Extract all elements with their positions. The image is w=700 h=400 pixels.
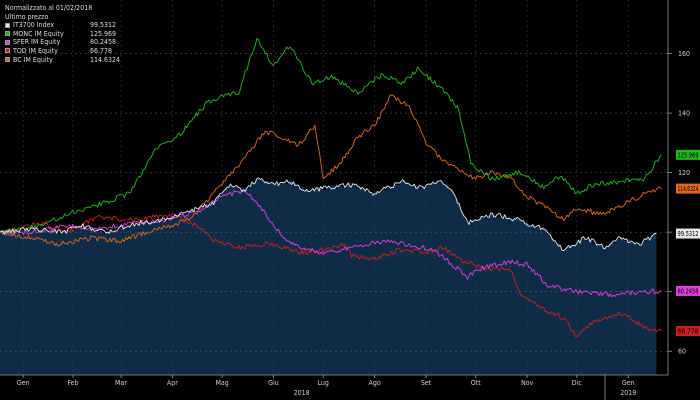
legend-series-value: 99.5312 [90,21,117,30]
legend-series-name: MONC IM Equity [13,29,64,38]
legend-swatch-it3700 [5,22,10,28]
chart-subtitle: Ultimo prezzo [5,12,49,21]
chart-legend: Normalizzato al 01/02/2018 Ultimo prezzo… [4,4,120,65]
value-tag-box [676,228,700,239]
value-tag-box [676,326,700,337]
legend-swatch-bc [5,57,10,63]
x-tick-label: Lug [318,379,329,387]
series-line [0,213,662,338]
series-line [0,177,657,252]
legend-entry-it3700[interactable]: IT3700 Index 99.5312 [4,21,116,30]
last-value-tag: 125.969 [676,149,700,160]
x-tick-label: Gen [17,379,30,387]
legend-series-name: BC IM Equity [13,55,53,64]
legend-entry-bc[interactable]: BC IM Equity 114.6324 [4,55,120,65]
series-lines [0,38,662,338]
legend-series-name: SFER IM Equity [13,38,61,47]
value-tag-label: 125.969 [678,151,699,159]
x-tick-label: Set [421,379,432,387]
value-tag-box [676,149,700,160]
x-tick-label: Ago [369,379,381,387]
x-tick-label: Dic [572,379,583,387]
y-tick-label: 60 [678,348,686,356]
legend-entry-sfer[interactable]: SFER IM Equity 80.2458 [4,38,116,47]
last-value-tags: 99.5312 125.969 80.2458 66.778 114.6324 [676,149,700,337]
legend-series-name: TOD IM Equity [13,46,58,55]
value-tag-label: 99.5312 [678,230,699,238]
legend-swatch-sfer [5,39,10,45]
last-value-tag: 114.6324 [676,183,700,194]
year-label: 2019 [620,389,636,397]
value-tag-box [676,183,700,194]
last-value-tag: 80.2458 [676,285,700,296]
legend-swatch-tod [5,48,10,54]
series-line [0,38,662,234]
legend-series-value: 66.778 [90,46,113,55]
x-tick-label: Feb [67,379,78,387]
legend-series-value: 114.6324 [90,55,121,64]
legend-entry-tod[interactable]: TOD IM Equity 66.778 [4,46,112,56]
series-line [0,94,662,247]
last-value-tag: 99.5312 [676,228,700,239]
x-tick-label: Ott [471,379,481,387]
value-tag-box [676,285,700,296]
x-tick-label: Gen [622,379,635,387]
value-tag-label: 66.778 [678,328,699,336]
value-tag-label: 80.2458 [678,287,699,295]
chart-title: Normalizzato al 01/02/2018 [5,4,93,12]
series-line [0,188,662,298]
y-tick-label: 120 [678,169,690,177]
x-tick-label: Nov [521,379,534,387]
legend-series-value: 125.969 [90,29,117,38]
gridlines [0,0,668,375]
year-label: 2018 [294,389,310,397]
x-tick-label: Mag [215,379,228,387]
legend-swatch-monc [5,31,10,37]
value-tag-label: 114.6324 [678,185,699,193]
x-tick-label: Giu [268,379,279,387]
y-tick-label: 140 [678,110,690,118]
y-tick-label: 160 [678,50,690,58]
x-tick-label: Mar [115,379,127,387]
last-value-tag: 66.778 [676,326,700,337]
legend-series-name: IT3700 Index [13,21,55,30]
legend-entry-monc[interactable]: MONC IM Equity 125.969 [4,29,116,39]
legend-series-value: 80.2458 [90,38,117,47]
x-tick-label: Apr [167,379,178,387]
